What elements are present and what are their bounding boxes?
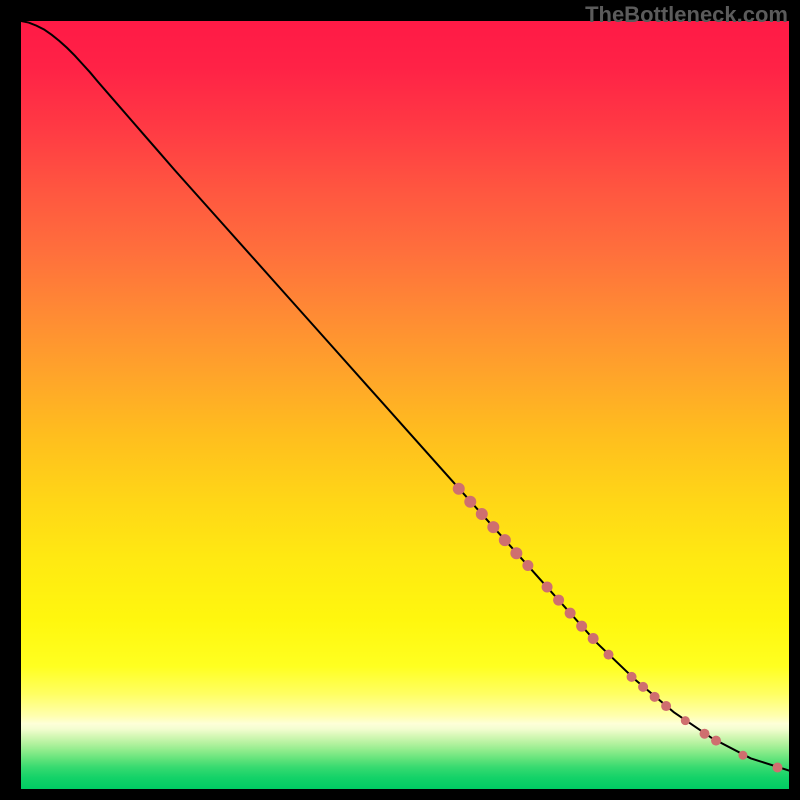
data-marker xyxy=(499,534,511,546)
chart-stage: TheBottleneck.com xyxy=(0,0,800,800)
source-watermark: TheBottleneck.com xyxy=(585,2,788,28)
plot-area xyxy=(21,21,789,789)
gradient-background xyxy=(21,21,789,789)
data-marker xyxy=(487,521,499,533)
data-marker xyxy=(738,751,747,760)
data-marker xyxy=(453,483,465,495)
data-marker xyxy=(681,716,690,725)
data-marker xyxy=(661,701,671,711)
data-marker xyxy=(510,547,522,559)
data-marker xyxy=(542,582,553,593)
data-marker xyxy=(576,621,587,632)
data-marker xyxy=(553,595,564,606)
data-marker xyxy=(772,763,782,773)
data-marker xyxy=(565,608,576,619)
data-marker xyxy=(700,729,710,739)
data-marker xyxy=(627,672,637,682)
data-marker xyxy=(650,692,660,702)
data-marker xyxy=(476,508,488,520)
data-marker xyxy=(522,560,533,571)
chart-svg xyxy=(21,21,789,789)
data-marker xyxy=(588,633,599,644)
data-marker xyxy=(638,682,648,692)
data-marker xyxy=(604,650,614,660)
data-marker xyxy=(464,496,476,508)
data-marker xyxy=(711,736,721,746)
